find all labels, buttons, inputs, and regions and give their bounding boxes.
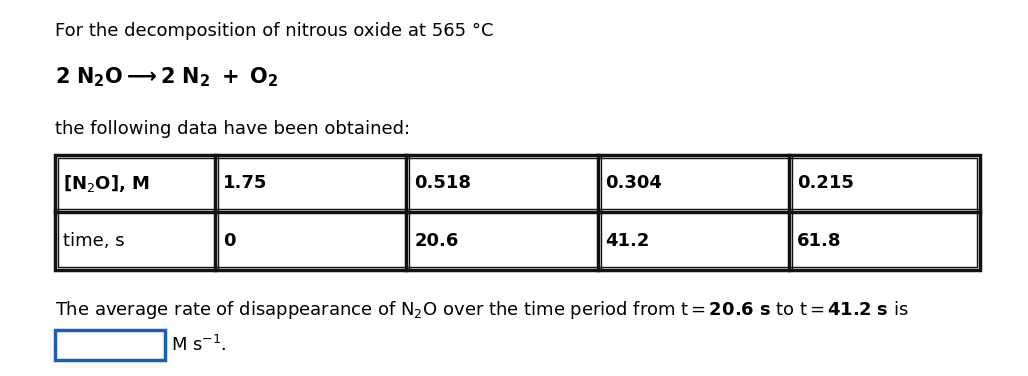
- Text: time, s: time, s: [63, 232, 124, 250]
- Text: The average rate of disappearance of N$_2$O over the time period from t$\,$=$\,$: The average rate of disappearance of N$_…: [56, 299, 909, 321]
- Text: 0.304: 0.304: [605, 174, 662, 193]
- Text: the following data have been obtained:: the following data have been obtained:: [56, 120, 410, 138]
- Text: 1.75: 1.75: [223, 174, 267, 193]
- Text: 0.215: 0.215: [797, 174, 853, 193]
- Text: 20.6: 20.6: [414, 232, 458, 250]
- Text: M s$^{-1}$.: M s$^{-1}$.: [171, 335, 226, 355]
- Text: 41.2: 41.2: [605, 232, 650, 250]
- Text: $\mathbf{2\ N_2O{\longrightarrow}2\ N_2\ +\ O_2}$: $\mathbf{2\ N_2O{\longrightarrow}2\ N_2\…: [56, 65, 279, 89]
- Text: 0: 0: [223, 232, 235, 250]
- Text: 61.8: 61.8: [797, 232, 841, 250]
- Text: [N$_2$O], M: [N$_2$O], M: [63, 173, 150, 194]
- Text: For the decomposition of nitrous oxide at 565 °C: For the decomposition of nitrous oxide a…: [56, 22, 493, 40]
- Text: 0.518: 0.518: [414, 174, 471, 193]
